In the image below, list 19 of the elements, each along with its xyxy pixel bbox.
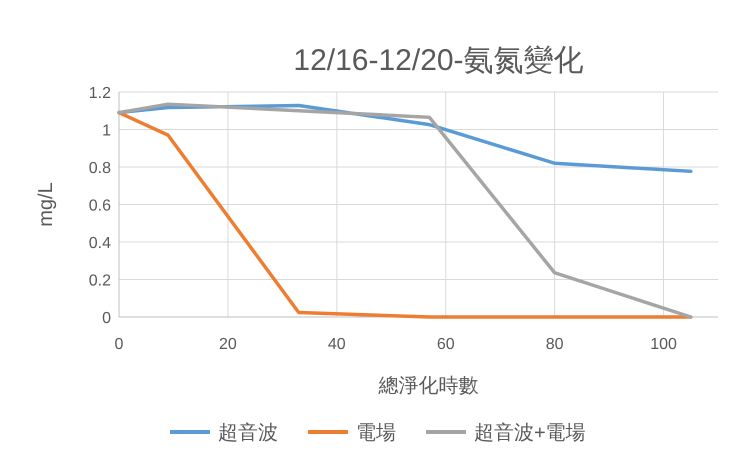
- x-axis-title: 總淨化時數: [378, 375, 478, 397]
- y-tick-label: 0: [102, 310, 112, 327]
- y-tick-label: 1.2: [88, 85, 112, 102]
- x-tick-label: 0: [114, 336, 124, 353]
- y-tick-label: 0.6: [88, 198, 112, 214]
- y-tick-label: 0.2: [88, 272, 112, 290]
- x-tick-label: 100: [650, 336, 677, 353]
- chart-title: 12/16-12/20-氨氮變化: [293, 44, 584, 77]
- x-tick-label: 80: [546, 336, 564, 353]
- legend-label: 超音波+電場: [474, 422, 586, 444]
- x-tick-label: 20: [219, 336, 237, 353]
- x-tick-label: 60: [436, 336, 455, 353]
- y-tick-label: 1: [102, 122, 112, 140]
- legend-label: 超音波: [218, 422, 278, 444]
- y-axis-title: mg/L: [35, 182, 57, 227]
- y-tick-label: 0.4: [88, 235, 112, 252]
- x-tick-label: 40: [328, 336, 346, 353]
- y-tick-label: 0.8: [88, 160, 112, 177]
- legend-label: 電場: [356, 422, 396, 444]
